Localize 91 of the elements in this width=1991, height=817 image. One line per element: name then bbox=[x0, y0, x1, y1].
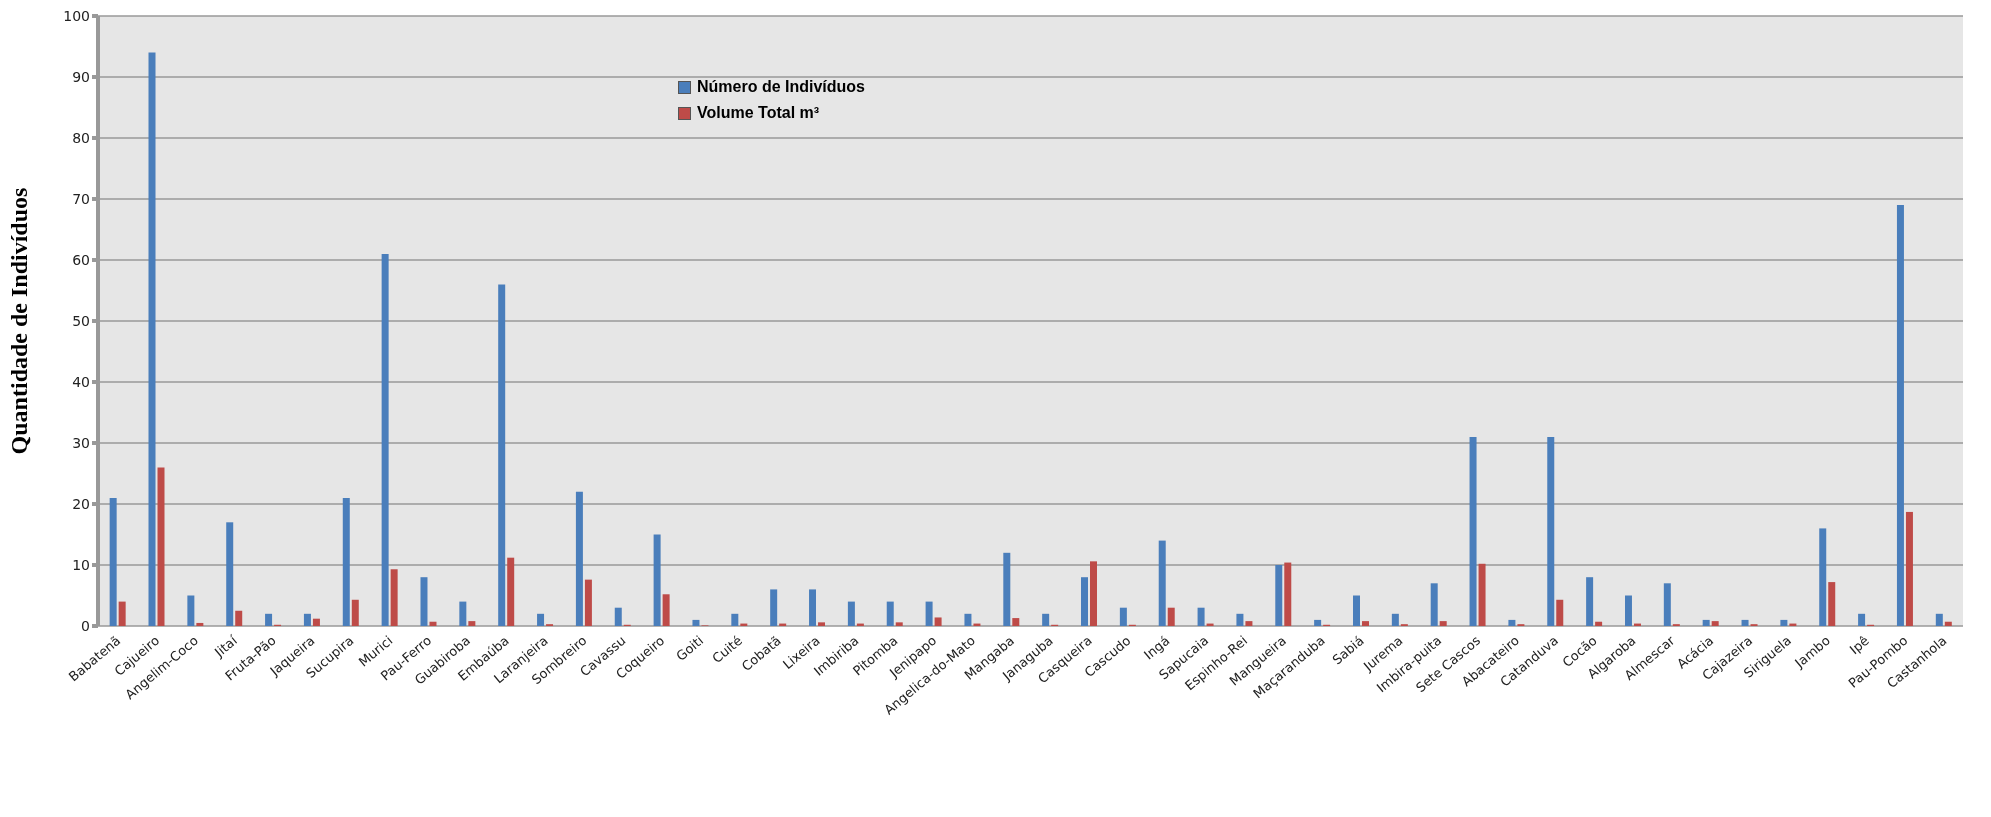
bar bbox=[1905, 511, 1913, 626]
bar bbox=[459, 601, 467, 626]
bar bbox=[381, 253, 389, 626]
bar bbox=[964, 613, 972, 626]
bar bbox=[1012, 618, 1020, 626]
bar bbox=[1547, 436, 1555, 626]
bar bbox=[886, 601, 894, 626]
legend-label: Número de Indivíduos bbox=[697, 78, 866, 96]
bar bbox=[1896, 205, 1904, 626]
y-tick-label: 60 bbox=[72, 251, 90, 268]
bar bbox=[692, 619, 700, 626]
bar bbox=[1780, 619, 1788, 626]
bar bbox=[468, 621, 476, 626]
bar bbox=[1167, 607, 1175, 626]
y-tick-label: 0 bbox=[81, 617, 90, 634]
bar bbox=[1556, 599, 1564, 626]
bar bbox=[1663, 583, 1671, 626]
y-tick-label: 30 bbox=[72, 434, 90, 451]
bar bbox=[109, 497, 117, 626]
bar bbox=[1245, 621, 1253, 626]
bar bbox=[1439, 621, 1447, 626]
bar bbox=[1702, 619, 1710, 626]
bar bbox=[351, 599, 359, 626]
y-tick-label: 40 bbox=[72, 373, 90, 390]
bar bbox=[187, 595, 195, 626]
bar bbox=[1197, 607, 1205, 626]
bar bbox=[235, 610, 243, 626]
bar bbox=[1284, 562, 1292, 626]
bar bbox=[1119, 607, 1127, 626]
bar bbox=[847, 601, 855, 626]
bar bbox=[390, 569, 398, 626]
bar bbox=[1944, 621, 1952, 626]
bar bbox=[1236, 613, 1244, 626]
bar bbox=[118, 601, 126, 626]
bar bbox=[1469, 436, 1477, 626]
y-tick-label: 50 bbox=[72, 312, 90, 329]
bar bbox=[1352, 595, 1360, 626]
bar bbox=[575, 491, 583, 626]
y-tick-label: 80 bbox=[72, 129, 90, 146]
bar bbox=[653, 534, 661, 626]
bar bbox=[1090, 561, 1098, 626]
y-axis-title: Quantidade de Indivíduos bbox=[5, 187, 32, 455]
bar bbox=[1624, 595, 1632, 626]
bar bbox=[1391, 613, 1399, 626]
bar bbox=[809, 589, 817, 626]
bar bbox=[1711, 621, 1719, 626]
bar bbox=[584, 579, 592, 626]
bar bbox=[1314, 619, 1322, 626]
bar bbox=[1828, 582, 1836, 626]
bar bbox=[818, 622, 826, 626]
bar bbox=[895, 622, 903, 626]
bar bbox=[312, 618, 320, 626]
bar bbox=[537, 613, 545, 626]
bar bbox=[1430, 583, 1438, 626]
bar bbox=[498, 284, 506, 626]
bar bbox=[157, 467, 165, 626]
y-tick-label: 10 bbox=[72, 556, 90, 573]
bar bbox=[420, 577, 428, 626]
bar bbox=[1858, 613, 1866, 626]
bar bbox=[429, 621, 437, 626]
bar bbox=[1935, 613, 1943, 626]
bar bbox=[1508, 619, 1516, 626]
bar bbox=[1003, 552, 1011, 626]
bar bbox=[196, 622, 204, 626]
bar bbox=[1158, 540, 1166, 626]
bar bbox=[662, 594, 670, 626]
y-tick-label: 100 bbox=[63, 7, 90, 24]
bar bbox=[770, 589, 778, 626]
y-tick-label: 20 bbox=[72, 495, 90, 512]
bar bbox=[1819, 528, 1827, 626]
bar bbox=[1741, 619, 1749, 626]
bar bbox=[1042, 613, 1050, 626]
bar bbox=[1595, 621, 1603, 626]
bar bbox=[925, 601, 933, 626]
y-tick-label: 70 bbox=[72, 190, 90, 207]
bar bbox=[1081, 577, 1089, 626]
legend-label: Volume Total m³ bbox=[697, 104, 820, 122]
bar bbox=[303, 613, 311, 626]
y-tick-label: 90 bbox=[72, 68, 90, 85]
bar bbox=[1586, 577, 1594, 626]
bar bbox=[614, 607, 622, 626]
bar bbox=[1478, 563, 1486, 626]
bar bbox=[1361, 621, 1369, 626]
bar bbox=[148, 52, 156, 626]
bar bbox=[934, 617, 942, 626]
bar bbox=[342, 497, 350, 626]
bar bbox=[1275, 565, 1283, 626]
bar bbox=[226, 522, 234, 626]
bar bbox=[265, 613, 273, 626]
bar bbox=[507, 557, 515, 626]
bar bbox=[731, 613, 739, 626]
